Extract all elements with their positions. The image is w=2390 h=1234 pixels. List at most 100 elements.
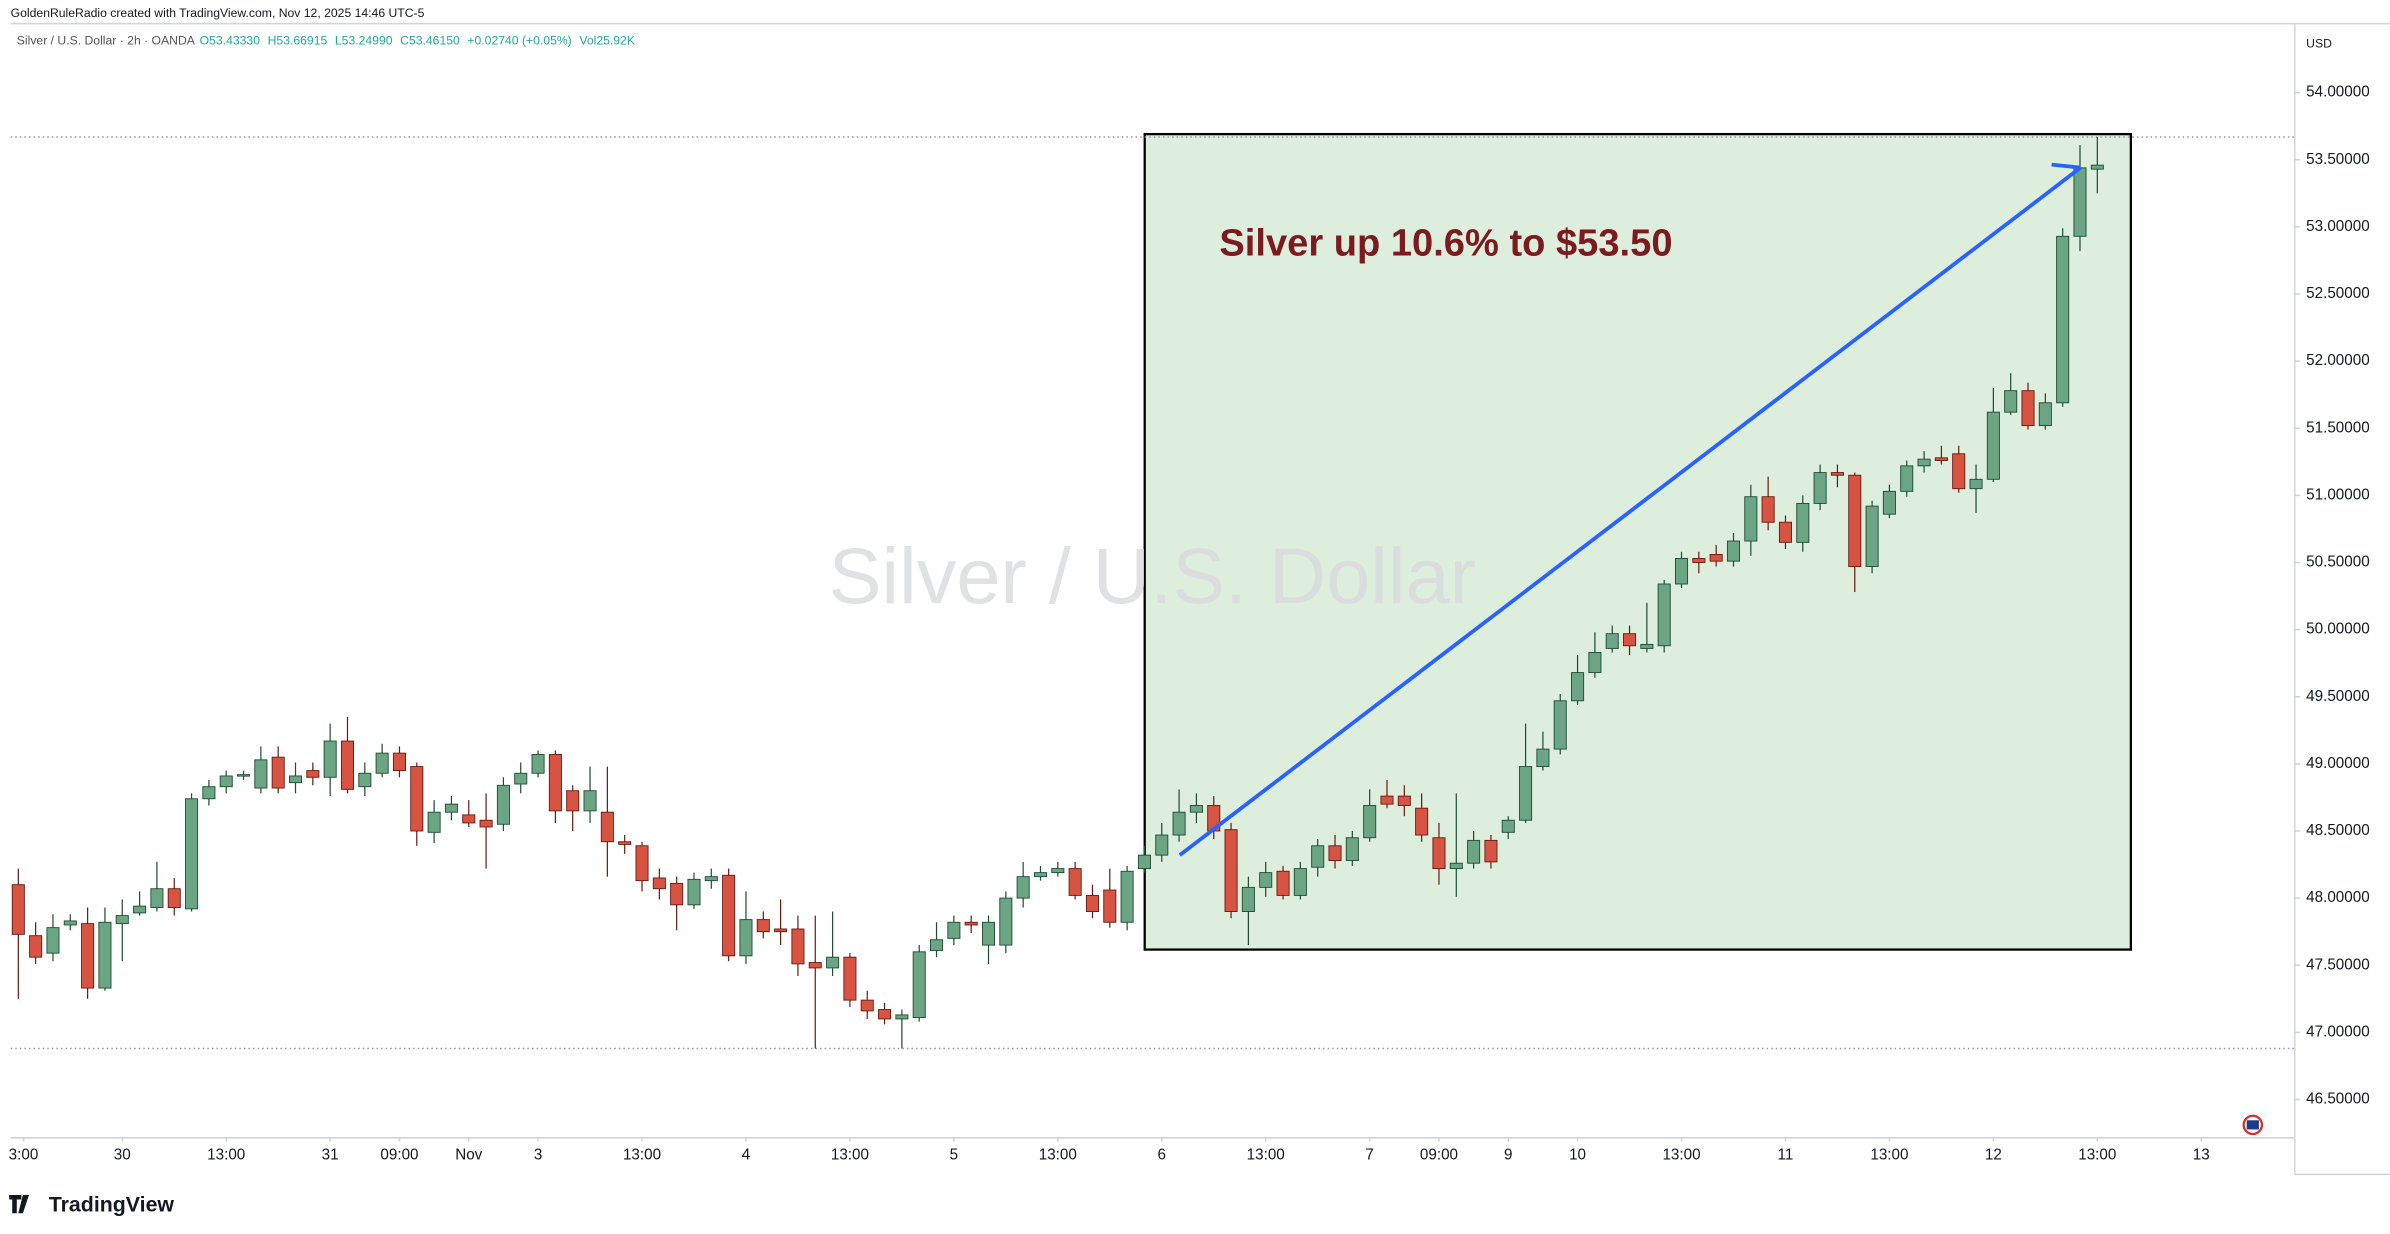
candle-body xyxy=(2073,167,2087,237)
candle-body xyxy=(843,956,857,1001)
candle-body xyxy=(81,923,95,989)
candle-body xyxy=(1363,805,1377,839)
candle-body xyxy=(1415,807,1429,836)
x-tick-label: 13:00 xyxy=(623,1146,661,1163)
candle-body xyxy=(1484,839,1498,863)
candle-body xyxy=(271,756,285,789)
x-tick-label: 9 xyxy=(1504,1146,1512,1163)
candle-body xyxy=(618,841,632,845)
candle-body xyxy=(1778,521,1792,543)
candle-body xyxy=(704,876,718,882)
candle-body xyxy=(462,814,476,824)
candle-body xyxy=(237,774,251,777)
brand-logo xyxy=(9,1194,29,1214)
candle-body xyxy=(1120,870,1134,923)
x-tick-label: 13:00 xyxy=(1039,1146,1077,1163)
candle-body xyxy=(1813,472,1827,504)
candle-body xyxy=(1588,651,1602,674)
x-tick-label: 11 xyxy=(1778,1146,1794,1163)
candle-body xyxy=(1952,453,1966,490)
candle-body xyxy=(1068,868,1082,896)
candle-body xyxy=(254,759,268,789)
candle-body xyxy=(583,790,597,812)
x-tick-label: 13:00 xyxy=(1870,1146,1908,1163)
candle-body xyxy=(1709,553,1723,562)
candle-body xyxy=(2090,164,2104,170)
x-tick-label: Nov xyxy=(455,1146,482,1163)
candle-body xyxy=(2021,390,2035,427)
trend-arrow xyxy=(1178,166,2082,857)
candle-body xyxy=(687,878,701,906)
candle-body xyxy=(1553,700,1567,750)
x-tick-label: 13:00 xyxy=(207,1146,245,1163)
candle-body xyxy=(1380,795,1394,805)
candle-body xyxy=(722,874,736,957)
candle-body xyxy=(635,845,649,882)
candle-body xyxy=(1241,886,1255,912)
candle-body xyxy=(150,888,164,908)
y-tick-label: 53.00000 xyxy=(2306,218,2370,235)
candle-body xyxy=(29,935,43,958)
x-tick-label: 30 xyxy=(114,1146,131,1163)
ohlc-value: +0.02740 (+0.05%) xyxy=(467,33,571,47)
candle-body xyxy=(392,752,406,772)
candle-body xyxy=(358,772,372,788)
x-tick-label: 10 xyxy=(1569,1146,1586,1163)
candle-body xyxy=(808,962,822,969)
candle-body xyxy=(1969,478,1983,490)
annotation: Silver up 10.6% to $53.50 xyxy=(1219,222,1672,264)
y-tick-label: 50.50000 xyxy=(2306,554,2370,571)
candle-body xyxy=(167,888,181,908)
candle-body xyxy=(1397,795,1411,806)
candle-body xyxy=(964,921,978,926)
candle-body xyxy=(444,803,458,813)
candle-body xyxy=(340,740,355,790)
x-tick-label: 5 xyxy=(950,1146,958,1163)
candle-body xyxy=(427,811,441,833)
candle-body xyxy=(1137,854,1151,870)
candle-body xyxy=(1640,643,1654,649)
watermark: Silver / U.S. Dollar xyxy=(829,531,1476,620)
flag-icon-inner xyxy=(2246,1120,2259,1130)
candle-body xyxy=(912,951,926,1019)
candle-body xyxy=(11,884,25,935)
credit: GoldenRuleRadio created with TradingView… xyxy=(11,6,425,20)
arrow-head xyxy=(2051,162,2081,170)
candle-body xyxy=(878,1009,892,1020)
candle-body xyxy=(895,1014,909,1020)
x-tick-label: 13:00 xyxy=(1662,1146,1700,1163)
y-tick-label: 52.50000 xyxy=(2306,285,2370,302)
candle-body xyxy=(1726,540,1741,562)
candle-body xyxy=(1744,496,1758,542)
candle-body xyxy=(219,775,233,788)
candle-body xyxy=(860,999,874,1012)
candle-body xyxy=(185,798,199,910)
candle-body xyxy=(1796,502,1810,543)
highlight-box xyxy=(1143,132,2133,951)
x-tick-label: 09:00 xyxy=(380,1146,418,1163)
candle-body xyxy=(531,754,545,774)
candle-body xyxy=(756,919,770,933)
candle-body xyxy=(479,819,493,828)
candle-body xyxy=(1033,872,1048,878)
candle-body xyxy=(496,784,510,825)
y-tick-label: 48.50000 xyxy=(2306,822,2370,839)
candle-body xyxy=(323,740,337,778)
candle-body xyxy=(1345,837,1359,861)
candle-body xyxy=(1830,472,1844,476)
y-tick-label: 51.50000 xyxy=(2306,419,2370,436)
candle-body xyxy=(652,877,666,890)
candle-body xyxy=(1900,465,1914,492)
symbol: Silver / U.S. Dollar · 2h · OANDA xyxy=(17,33,196,47)
candle-body xyxy=(63,920,77,926)
candle-body xyxy=(1536,748,1550,768)
candle-body xyxy=(1311,845,1325,868)
currency: USD xyxy=(2306,36,2332,50)
candle-body xyxy=(1328,845,1342,861)
x-tick-label: 4 xyxy=(742,1146,751,1163)
candle-body xyxy=(2004,390,2018,413)
ohlc-value: H53.66915 xyxy=(268,33,328,47)
brand: TradingView xyxy=(49,1192,175,1216)
y-tick-label: 51.00000 xyxy=(2306,486,2370,503)
